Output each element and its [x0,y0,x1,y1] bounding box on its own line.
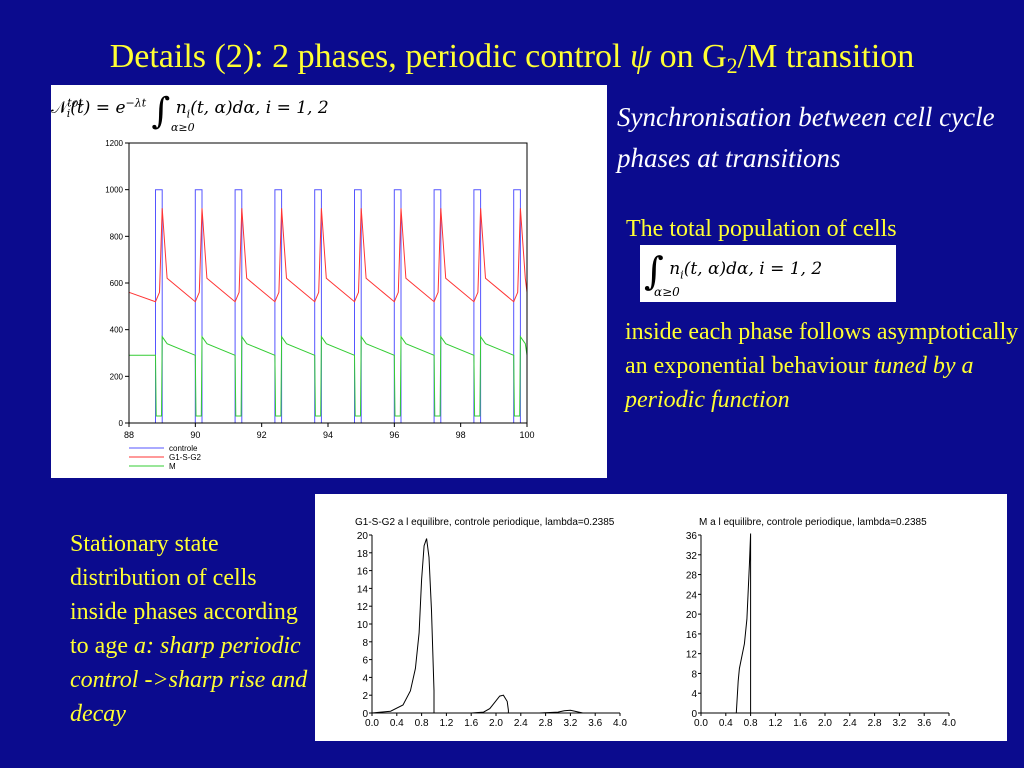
x-tick-label: 2.8 [539,718,553,729]
y-tick-label: 32 [686,551,698,562]
y-tick-label: 200 [110,372,124,381]
y-tick-label: 800 [110,232,124,241]
x-tick-label: 0.4 [390,718,404,729]
y-tick-label: 28 [686,571,698,582]
x-tick-label: 90 [190,430,200,440]
y-tick-label: 20 [357,531,369,542]
y-tick-label: 4 [691,689,697,700]
y-tick-label: 16 [686,630,698,641]
x-tick-label: 2.0 [818,718,832,729]
x-tick-label: 3.6 [588,718,602,729]
x-tick-label: 1.6 [793,718,807,729]
total-population-text: The total population of cells [626,216,897,242]
x-tick-label: 2.8 [868,718,882,729]
x-tick-label: 4.0 [613,718,627,729]
x-tick-label: 0.8 [744,718,758,729]
formula-ntot: 𝒩toti(t) = e−λt ∫ ni(t, α)dα, i = 1, 2 α… [51,91,329,134]
y-tick-label: 12 [357,602,369,613]
series-line-g1-s-g2 [128,208,528,303]
x-tick-label: 4.0 [942,718,956,729]
psi-symbol: ψ [629,38,652,75]
x-tick-label: 0.8 [415,718,429,729]
plot-frame [128,142,528,424]
sync-text: Synchronisation between cell cycle phase… [617,102,995,173]
m-distribution-chart: M a l equilibre, controle periodique, la… [686,517,957,729]
y-tick-label: 10 [357,620,369,631]
y-tick-label: 400 [110,326,124,335]
y-tick-label: 8 [691,669,697,680]
distribution-panel: G1-S-G2 a l equilibre, controle periodiq… [315,494,1007,741]
y-tick-label: 20 [686,610,698,621]
y-tick-label: 8 [362,638,368,649]
plot-frame-top [128,142,528,424]
chart-title: G1-S-G2 a l equilibre, controle periodiq… [355,517,615,528]
x-tick-label: 96 [389,430,399,440]
distribution-curve [371,538,620,714]
y-tick-label: 2 [362,691,368,702]
formula-integral-panel: ∫ ni(t, α)dα, i = 1, 2 α≥0 [640,245,896,302]
y-tick-label: 6 [362,656,368,667]
x-tick-label: 1.6 [464,718,478,729]
y-tick-label: 1000 [105,186,123,195]
y-tick-label: 0 [119,419,124,428]
legend-label-g1-s-g2: G1-S-G2 [169,453,202,462]
time-series-panel: 𝒩toti(t) = e−λt ∫ ni(t, α)dα, i = 1, 2 α… [51,85,607,478]
g1-s-g2-distribution-chart: G1-S-G2 a l equilibre, controle periodiq… [355,517,627,729]
integral-sign: ∫ [151,91,171,132]
exponential-behaviour-text: inside each phase follows asymptotically… [625,319,1019,413]
legend-label-m: M [169,462,176,471]
y-tick-label: 14 [357,584,369,595]
x-tick-label: 88 [124,430,134,440]
y-tick-label: 36 [686,531,698,542]
x-tick-label: 92 [257,430,267,440]
x-tick-label: 1.2 [439,718,453,729]
legend-label-controle: controle [169,444,198,453]
series-line-controle [129,189,527,424]
y-tick-label: 600 [110,279,124,288]
distribution-curve [701,533,949,714]
x-tick-label: 0.4 [719,718,733,729]
y-tick-label: 4 [362,673,368,684]
y-tick-label: 0 [362,709,368,720]
x-tick-label: 3.6 [917,718,931,729]
y-tick-label: 24 [686,590,698,601]
x-tick-label: 2.4 [514,718,528,729]
series-line-m [129,335,528,417]
x-tick-label: 2.0 [489,718,503,729]
y-tick-label: 0 [691,709,697,720]
slide-title: Details (2): 2 phases, periodic control … [109,38,915,78]
x-tick-label: 98 [456,430,466,440]
x-tick-label: 0.0 [365,718,379,729]
integral-sign: ∫ [644,249,664,293]
x-tick-label: 3.2 [563,718,577,729]
x-tick-label: 1.2 [768,718,782,729]
x-tick-label: 100 [519,430,534,440]
x-tick-label: 94 [323,430,333,440]
y-tick-label: 18 [357,549,369,560]
stationary-state-text: Stationary state distribution of cells i… [70,531,308,727]
time-series-chart: 88 90 92 94 96 98 100020040060080010001200cont… [105,139,534,471]
x-tick-label: 0.0 [694,718,708,729]
y-tick-label: 1200 [105,139,123,148]
chart-title: M a l equilibre, controle periodique, la… [699,517,927,528]
y-tick-label: 16 [357,567,369,578]
x-tick-label: 2.4 [843,718,857,729]
y-tick-label: 12 [686,650,698,661]
x-tick-label: 3.2 [892,718,906,729]
